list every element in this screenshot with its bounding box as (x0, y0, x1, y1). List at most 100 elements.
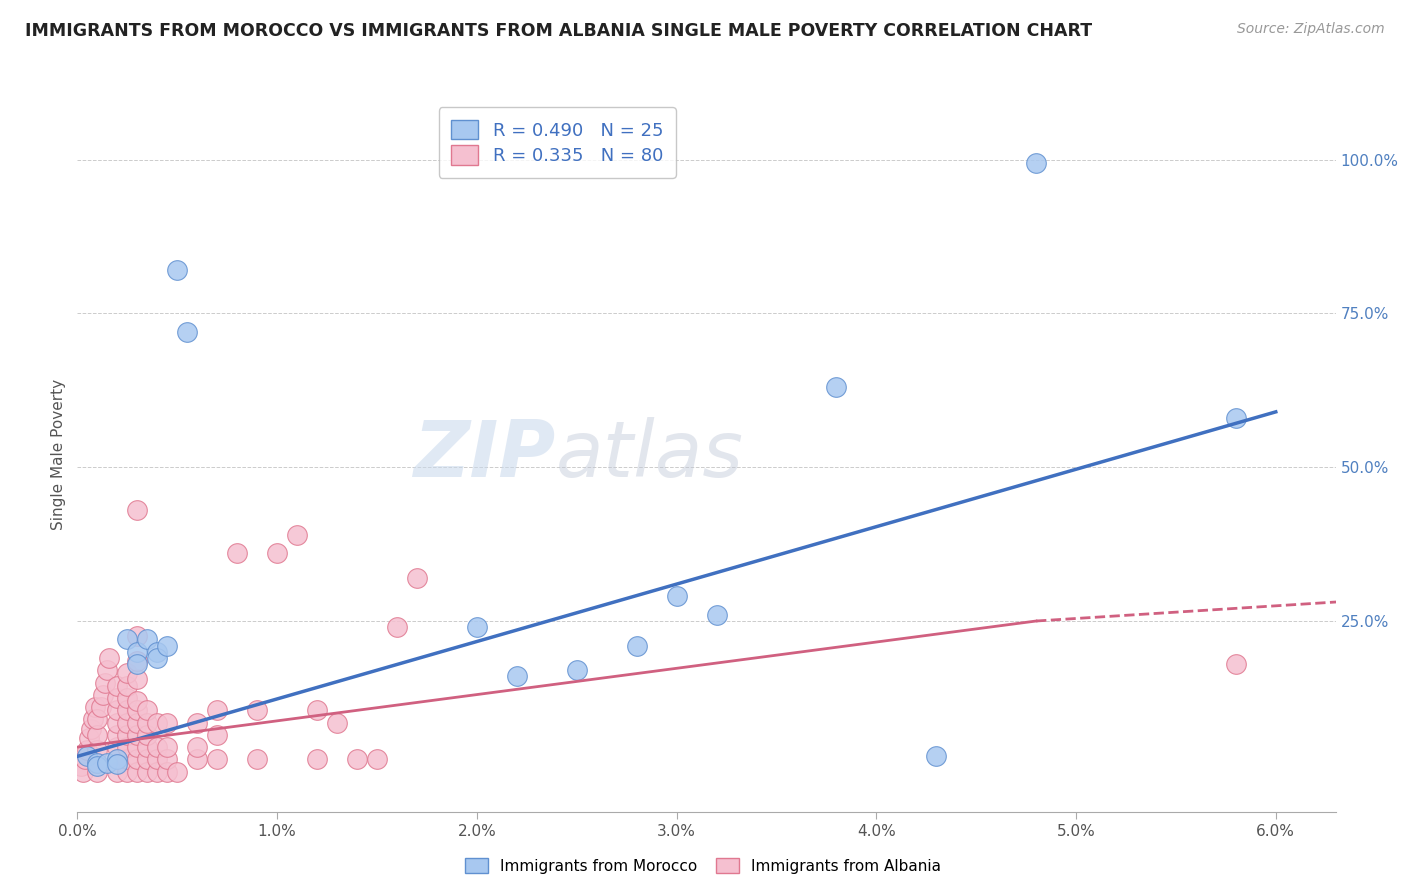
Point (117, 764, 139, 779)
Point (90, 700, 112, 714)
Point (266, 546, 288, 560)
Point (86, 758, 108, 772)
Point (166, 764, 188, 779)
Point (72, 764, 94, 779)
Point (176, 325, 198, 339)
Point (79, 731, 101, 745)
Point (105, 728, 128, 742)
Point (127, 752, 149, 766)
Point (105, 756, 128, 771)
Text: ZIP: ZIP (413, 417, 555, 493)
Point (105, 715, 128, 730)
Point (86, 756, 108, 770)
Point (146, 752, 169, 766)
Point (127, 629, 149, 643)
Point (127, 673, 149, 687)
Text: atlas: atlas (555, 417, 744, 493)
Point (156, 740, 179, 755)
Point (82, 713, 104, 727)
Point (825, 380, 848, 394)
Point (1225, 411, 1247, 425)
Point (96, 756, 118, 770)
Point (136, 632, 159, 647)
Point (117, 679, 139, 693)
Point (305, 752, 328, 766)
Point (246, 752, 269, 766)
Point (117, 752, 139, 766)
Point (127, 764, 149, 779)
Point (76, 743, 98, 757)
Point (86, 713, 108, 727)
Point (146, 740, 169, 755)
Legend: R = 0.490   N = 25, R = 0.335   N = 80: R = 0.490 N = 25, R = 0.335 N = 80 (439, 107, 676, 178)
Point (146, 764, 169, 779)
Point (98, 651, 121, 665)
Point (127, 740, 149, 755)
Point (205, 752, 228, 766)
Point (146, 651, 169, 665)
Point (166, 263, 188, 277)
Point (186, 740, 208, 755)
Point (156, 764, 179, 779)
Point (70, 758, 93, 772)
Point (127, 645, 149, 659)
Point (84, 700, 107, 714)
Point (285, 528, 308, 542)
Point (925, 749, 948, 764)
Text: IMMIGRANTS FROM MOROCCO VS IMMIGRANTS FROM ALBANIA SINGLE MALE POVERTY CORRELATI: IMMIGRANTS FROM MOROCCO VS IMMIGRANTS FR… (25, 22, 1092, 40)
Point (105, 740, 128, 755)
Point (305, 703, 328, 717)
Point (205, 703, 228, 717)
Point (186, 752, 208, 766)
Point (156, 752, 179, 766)
Point (226, 546, 249, 560)
Point (146, 715, 169, 730)
Point (406, 571, 429, 585)
Point (246, 703, 269, 717)
Point (156, 715, 179, 730)
Point (186, 715, 208, 730)
Point (86, 764, 108, 779)
Point (86, 728, 108, 742)
Point (136, 715, 159, 730)
Point (105, 752, 128, 766)
Point (136, 740, 159, 755)
Point (565, 663, 588, 677)
Point (156, 639, 179, 653)
Point (1225, 657, 1247, 671)
Point (1025, 155, 1047, 169)
Point (117, 632, 139, 647)
Point (665, 590, 688, 604)
Y-axis label: Single Male Poverty: Single Male Poverty (51, 379, 66, 531)
Legend: Immigrants from Morocco, Immigrants from Albania: Immigrants from Morocco, Immigrants from… (458, 852, 948, 880)
Point (127, 694, 149, 708)
Point (465, 620, 488, 634)
Point (105, 764, 128, 779)
Point (127, 503, 149, 517)
Point (127, 728, 149, 742)
Point (346, 752, 368, 766)
Point (146, 645, 169, 659)
Point (105, 690, 128, 705)
Point (117, 666, 139, 681)
Point (127, 654, 149, 668)
Point (117, 703, 139, 717)
Point (105, 752, 128, 766)
Point (706, 607, 728, 622)
Point (136, 764, 159, 779)
Point (105, 679, 128, 693)
Point (117, 728, 139, 742)
Point (86, 743, 108, 757)
Point (136, 728, 159, 742)
Point (366, 752, 388, 766)
Point (94, 675, 117, 690)
Point (136, 703, 159, 717)
Point (75, 752, 97, 766)
Point (76, 749, 98, 764)
Point (117, 740, 139, 755)
Point (326, 715, 349, 730)
Point (127, 703, 149, 717)
Point (91, 688, 114, 702)
Text: Source: ZipAtlas.com: Source: ZipAtlas.com (1237, 22, 1385, 37)
Point (86, 756, 108, 770)
